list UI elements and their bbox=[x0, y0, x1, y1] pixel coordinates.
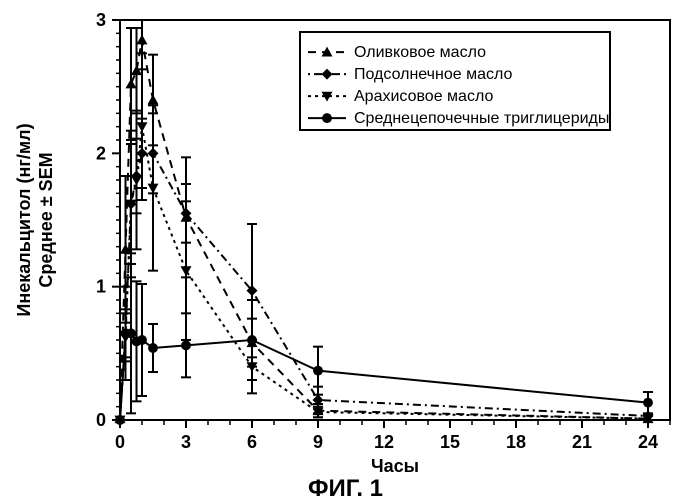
y-tick-label: 0 bbox=[96, 410, 106, 430]
x-tick-label: 12 bbox=[374, 432, 394, 452]
legend-label: Арахисовое масло bbox=[354, 88, 493, 105]
series-markers-peanut bbox=[115, 122, 654, 425]
series-markers-sunflower bbox=[115, 148, 654, 426]
figure-label: ФИГ. 1 bbox=[308, 475, 383, 500]
x-tick-label: 18 bbox=[506, 432, 526, 452]
x-tick-label: 6 bbox=[247, 432, 257, 452]
y-axis-title: Инекальцитол (нг/мл)Среднее ± SEM bbox=[14, 123, 56, 316]
series-line-peanut bbox=[120, 127, 648, 420]
x-tick-label: 3 bbox=[181, 432, 191, 452]
legend-label: Среднецепочечные триглицериды bbox=[354, 110, 609, 127]
series-line-mct bbox=[120, 333, 648, 420]
legend-label: Подсолнечное масло bbox=[354, 66, 512, 83]
x-tick-label: 24 bbox=[638, 432, 658, 452]
svg-text:Инекальцитол (нг/мл): Инекальцитол (нг/мл) bbox=[14, 123, 34, 316]
svg-text:Среднее ± SEM: Среднее ± SEM bbox=[36, 152, 56, 287]
legend-marker bbox=[322, 113, 332, 123]
x-tick-label: 9 bbox=[313, 432, 323, 452]
x-tick-label: 0 bbox=[115, 432, 125, 452]
x-tick-label: 21 bbox=[572, 432, 592, 452]
x-tick-label: 15 bbox=[440, 432, 460, 452]
y-tick-label: 3 bbox=[96, 10, 106, 30]
x-axis-title: Часы bbox=[371, 456, 419, 476]
y-tick-label: 2 bbox=[96, 143, 106, 163]
legend-label: Оливковое масло bbox=[354, 44, 486, 61]
y-tick-label: 1 bbox=[96, 277, 106, 297]
series-line-sunflower bbox=[120, 153, 648, 420]
